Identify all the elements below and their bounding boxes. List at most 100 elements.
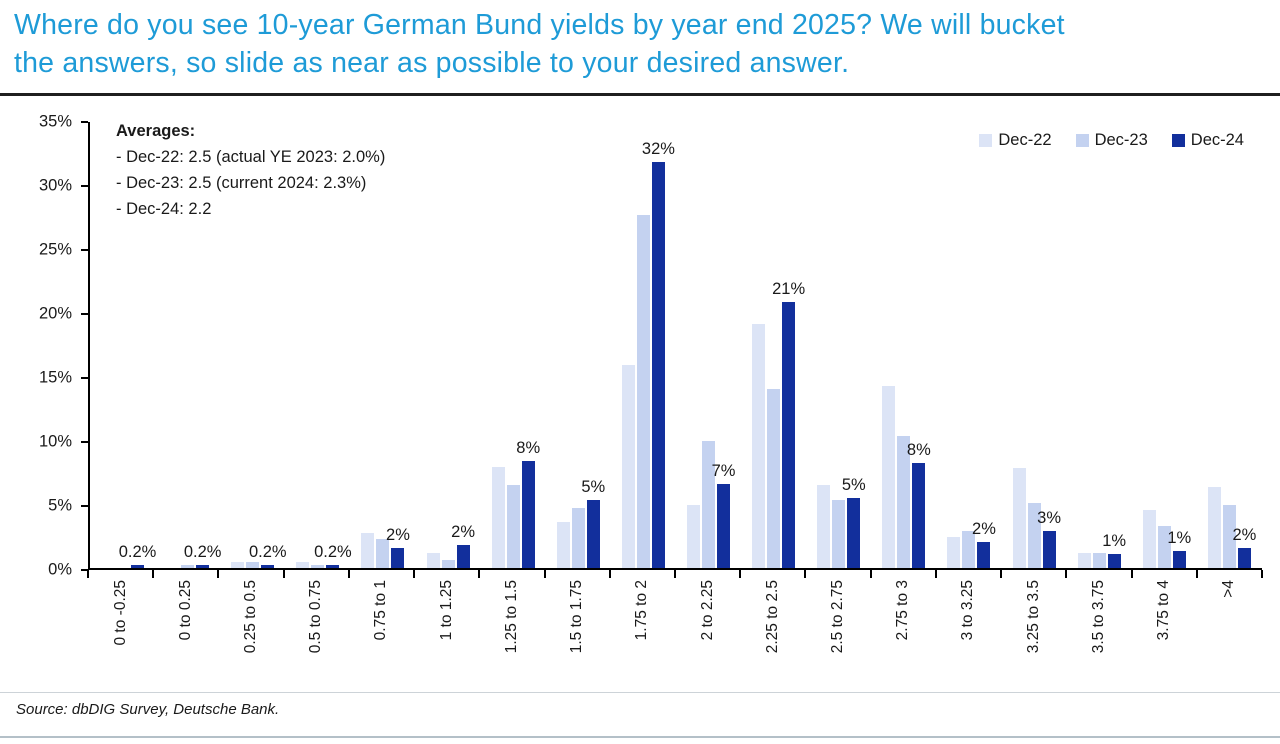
x-axis-label-16: 3.75 to 4	[1155, 580, 1173, 641]
legend-label-dec-23: Dec-23	[1094, 131, 1148, 149]
x-axis-ticks	[87, 570, 1263, 578]
bar-group-6: 8%	[481, 122, 546, 568]
x-axis-label-cell-1: 0 to 0.25	[153, 580, 218, 692]
bar-value-label-5: 2%	[451, 523, 476, 541]
bar-dec-23-14	[1027, 502, 1041, 568]
bar-group-1: 0.2%	[155, 122, 222, 568]
bar-value-label-0: 0.2%	[118, 543, 157, 562]
bar-value-label-12: 8%	[906, 441, 931, 459]
bar-value-label-9: 7%	[711, 461, 736, 480]
x-axis-label-2: 0.25 to 0.5	[242, 580, 260, 654]
y-axis-label-15: 15%	[38, 368, 72, 387]
x-axis-label-6: 1.25 to 1.5	[502, 580, 520, 654]
x-axis-label-cell-8: 1.75 to 2	[610, 580, 675, 692]
bar-group-3: 0.2%	[285, 122, 352, 568]
x-axis-labels: 0 to -0.25 0 to 0.25 0.25 to 0.5 0.5 to 0.7…	[88, 580, 1262, 692]
bar-group-14: 3%	[1002, 122, 1067, 568]
x-axis-label-cell-6: 1.25 to 1.5	[479, 580, 544, 692]
x-axis-label-14: 3.25 to 3.5	[1024, 580, 1042, 654]
bar-dec-22-16	[1142, 510, 1156, 568]
x-axis-tick	[347, 570, 350, 578]
x-axis-tick	[608, 570, 611, 578]
bar-dec-22-9	[687, 505, 701, 568]
x-axis-tick	[934, 570, 937, 578]
averages-line-dec22: - Dec-22: 2.5 (actual YE 2023: 2.0%)	[116, 148, 386, 166]
x-axis-tick	[413, 570, 416, 578]
bar-dec-23-13	[962, 530, 976, 568]
x-axis-label-0: 0 to -0.25	[111, 580, 129, 646]
x-axis-tick	[282, 570, 285, 578]
bar-group-8: 32%	[611, 122, 676, 568]
bar-value-label-1: 0.2%	[183, 543, 222, 562]
x-axis-tick	[1000, 570, 1003, 578]
bar-group-0: 0.2%	[90, 122, 156, 568]
bar-dec-23-1	[181, 565, 195, 568]
bar-dec-22-3	[296, 561, 310, 568]
x-axis-label-3: 0.5 to 0.75	[307, 580, 325, 654]
bar-value-label-2: 0.2%	[248, 543, 287, 562]
bar-value-label-15: 1%	[1102, 531, 1127, 550]
bar-dec-22-4	[361, 533, 375, 568]
legend-label-dec-24: Dec-24	[1190, 131, 1244, 149]
x-axis-tick	[674, 570, 676, 578]
bar-dec-23-12	[897, 436, 911, 568]
x-axis-tick	[478, 570, 481, 578]
x-axis-tick	[869, 570, 872, 578]
x-axis-label-15: 3.5 to 3.75	[1089, 580, 1107, 654]
bar-dec-23-16	[1157, 525, 1171, 568]
bar-dec-23-15	[1092, 552, 1106, 568]
x-axis-label-11: 2.5 to 2.75	[829, 580, 847, 654]
bar-group-10: 21%	[741, 122, 806, 568]
bar-group-17: 2%	[1197, 122, 1262, 568]
x-axis-label-cell-17: >4	[1197, 580, 1262, 692]
y-axis-label-0: 0%	[48, 560, 72, 579]
bar-group-12: 8%	[871, 122, 936, 568]
bar-dec-24-3: 0.2%	[314, 543, 352, 568]
bar-dec-23-7	[571, 507, 585, 568]
x-axis-label-cell-7: 1.5 to 1.75	[545, 580, 610, 692]
bar-dec-24-0: 0.2%	[119, 543, 156, 568]
bar-value-label-3: 0.2%	[314, 543, 352, 562]
bar-dec-23-8	[636, 214, 650, 568]
bar-dec-22-14	[1012, 468, 1026, 568]
bar-value-label-4: 2%	[386, 525, 410, 544]
x-axis-label-cell-3: 0.5 to 0.75	[284, 580, 349, 692]
x-axis-label-cell-11: 2.5 to 2.75	[805, 580, 870, 692]
bar-dec-23-6	[506, 484, 520, 568]
x-axis-tick	[1065, 570, 1068, 578]
legend-item-dec-23: Dec-23	[1075, 131, 1148, 150]
bar-value-label-14: 3%	[1037, 508, 1062, 527]
footer-divider-bottom	[0, 736, 1280, 738]
bar-dec-24-8: 32%	[642, 140, 675, 568]
bar-dec-22-17	[1207, 487, 1221, 568]
y-axis-tick	[81, 377, 88, 379]
bar-dec-22-8	[621, 364, 635, 568]
y-axis-tick	[81, 249, 88, 251]
averages-heading: Averages:	[116, 122, 196, 140]
bar-group-5: 2%	[416, 122, 481, 568]
bar-dec-22-2	[231, 561, 245, 568]
x-axis-label-7: 1.5 to 1.75	[568, 580, 586, 654]
bar-dec-23-5	[441, 560, 455, 568]
y-axis-tick	[81, 569, 88, 571]
y-axis-label-20: 20%	[38, 304, 72, 323]
bar-dec-22-12	[882, 386, 896, 568]
x-axis-tick	[804, 570, 807, 578]
y-axis: 0% 5% 10% 15% 20% 25% 30% 35%	[0, 113, 88, 579]
y-axis-label-10: 10%	[38, 432, 72, 451]
averages-line-dec24: - Dec-24: 2.2	[116, 200, 212, 218]
y-axis-tick	[81, 185, 88, 187]
bar-dec-23-3	[311, 565, 325, 568]
x-axis-label-13: 3 to 3.25	[959, 580, 977, 641]
bar-group-11: 5%	[806, 122, 871, 568]
y-axis-tick	[81, 121, 88, 123]
x-axis-label-cell-13: 3 to 3.25	[936, 580, 1001, 692]
bar-dec-22-15	[1077, 552, 1091, 568]
bar-dec-23-9	[702, 441, 716, 568]
plot-area: 0.2% 0.2% 0.2% 0.2% 2% 2% 8% 5% 32% 7% 21% 5% 8% 2% 3%…	[88, 122, 1262, 570]
bar-dec-22-11	[817, 484, 831, 568]
y-axis-tick	[81, 505, 88, 507]
bar-group-7: 5%	[546, 122, 611, 568]
bar-dec-24-7: 5%	[581, 478, 605, 568]
legend-swatch-dec-23	[1075, 134, 1089, 147]
